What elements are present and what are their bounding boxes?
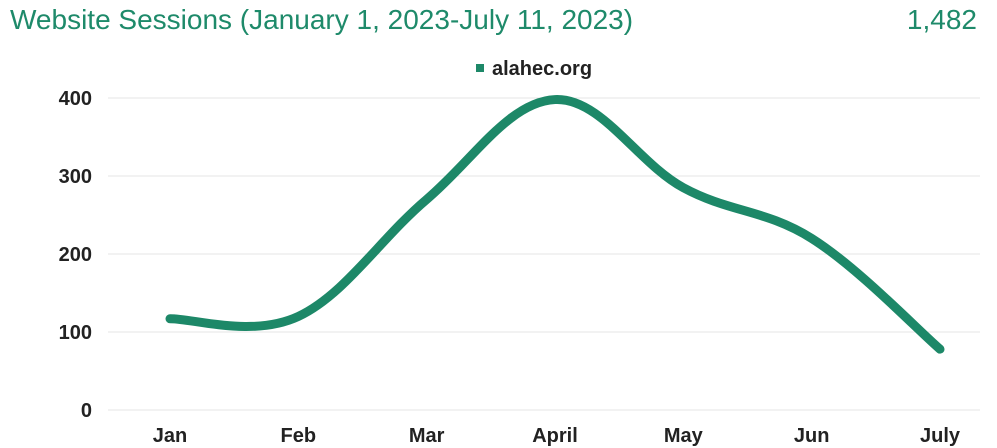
x-tick-label: Feb <box>281 425 317 447</box>
x-tick-label: May <box>664 425 704 447</box>
gridlines <box>108 97 980 411</box>
x-axis-ticks: Jan Feb Mar April May Jun July <box>153 425 961 447</box>
legend-swatch <box>476 64 484 72</box>
y-tick-label: 300 <box>59 166 92 188</box>
data-points <box>169 99 941 350</box>
y-tick-label: 100 <box>59 322 92 344</box>
x-tick-label: Jan <box>153 425 187 447</box>
legend: alahec.org <box>476 58 592 80</box>
y-tick-label: 200 <box>59 244 92 266</box>
total-sessions-value: 1,482 <box>906 4 977 35</box>
x-tick-label: Mar <box>409 425 445 447</box>
legend-label: alahec.org <box>492 58 592 80</box>
y-axis-ticks: 0 100 200 300 400 <box>59 88 92 422</box>
x-tick-label: July <box>920 425 961 447</box>
x-tick-label: Jun <box>794 425 830 447</box>
chart-title: Website Sessions (January 1, 2023-July 1… <box>10 4 634 35</box>
x-tick-label: April <box>532 425 578 447</box>
series-layer <box>165 95 945 354</box>
y-tick-label: 400 <box>59 88 92 110</box>
series-line-0 <box>165 95 945 354</box>
y-tick-label: 0 <box>81 400 92 422</box>
